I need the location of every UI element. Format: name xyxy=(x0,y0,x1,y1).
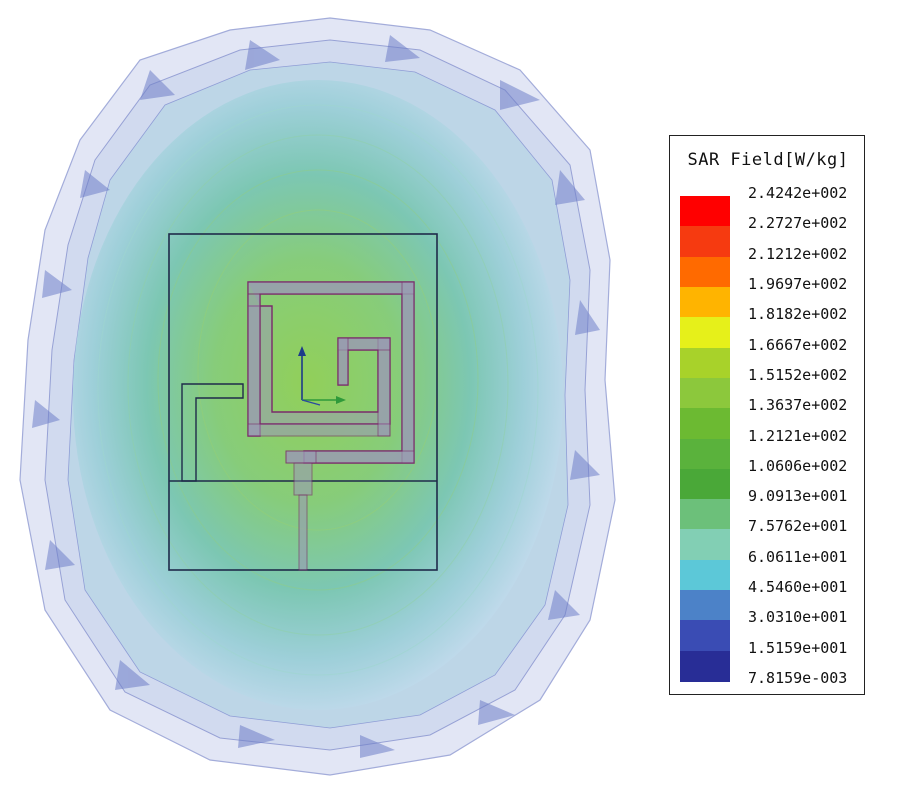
legend-swatch xyxy=(680,438,730,470)
legend-tick-label: 6.0611e+001 xyxy=(748,547,848,566)
shell-shards xyxy=(32,35,600,758)
legend-swatch xyxy=(680,317,730,349)
spiral-right-arm xyxy=(377,337,391,437)
color-legend: SAR Field[W/kg] 2.4242e+002 2.2727e+002 2.… xyxy=(669,135,865,695)
legend-swatch xyxy=(680,286,730,318)
legend-tick-label: 7.8159e-003 xyxy=(748,669,848,687)
spiral-bottom-arm xyxy=(247,423,391,437)
feed-junction xyxy=(285,450,317,464)
ground-stub xyxy=(181,383,244,482)
legend-swatch xyxy=(680,529,730,561)
legend-tick-label: 4.5460e+001 xyxy=(748,578,848,597)
legend-swatch xyxy=(680,590,730,621)
legend-swatch xyxy=(680,468,730,500)
legend-tick-label: 2.1212e+002 xyxy=(748,244,848,263)
contour-ring xyxy=(157,169,479,591)
legend-tick-label: 1.8182e+002 xyxy=(748,305,848,324)
legend-tick-label: 7.5762e+001 xyxy=(748,517,848,536)
legend-swatch xyxy=(680,650,730,682)
legend-tick-label: 9.0913e+001 xyxy=(748,487,848,506)
legend-title: SAR Field[W/kg] xyxy=(687,150,849,170)
legend-swatch xyxy=(680,226,730,258)
legend-tick-label: 2.2727e+002 xyxy=(748,214,848,233)
spiral-tail xyxy=(337,337,349,386)
legend-swatch xyxy=(680,377,730,409)
legend-tick-label: 2.4242e+002 xyxy=(748,184,848,202)
legend-swatch xyxy=(680,256,730,288)
feed-line xyxy=(298,494,308,571)
spiral-outer-right xyxy=(401,281,415,464)
legend-tick-label: 3.0310e+001 xyxy=(748,608,848,627)
contour-ring xyxy=(127,134,509,636)
sar-field-body xyxy=(73,80,563,710)
spiral-outer-top xyxy=(247,281,415,295)
feed-transformer xyxy=(293,462,313,496)
legend-swatch xyxy=(680,408,730,439)
legend-swatch xyxy=(680,347,730,379)
legend-swatch xyxy=(680,196,730,227)
legend-tick-label: 1.5159e+001 xyxy=(748,638,848,657)
legend-tick-label: 1.2121e+002 xyxy=(748,426,848,445)
spiral-inner-fill xyxy=(247,293,261,437)
contour-ring xyxy=(97,104,539,676)
coordinate-axes xyxy=(298,346,346,406)
contour-ring xyxy=(197,209,439,531)
legend-tick-label: 1.0606e+002 xyxy=(748,456,848,475)
legend-swatch xyxy=(680,559,730,591)
legend-tick-label: 1.5152e+002 xyxy=(748,365,848,384)
legend-swatch xyxy=(680,499,730,530)
legend-swatch xyxy=(680,620,730,652)
sar-field-plot xyxy=(19,17,616,776)
legend-tick-label: 1.6667e+002 xyxy=(748,335,848,354)
legend-tick-label: 1.9697e+002 xyxy=(748,274,848,293)
legend-tick-label: 1.3637e+002 xyxy=(748,396,848,415)
